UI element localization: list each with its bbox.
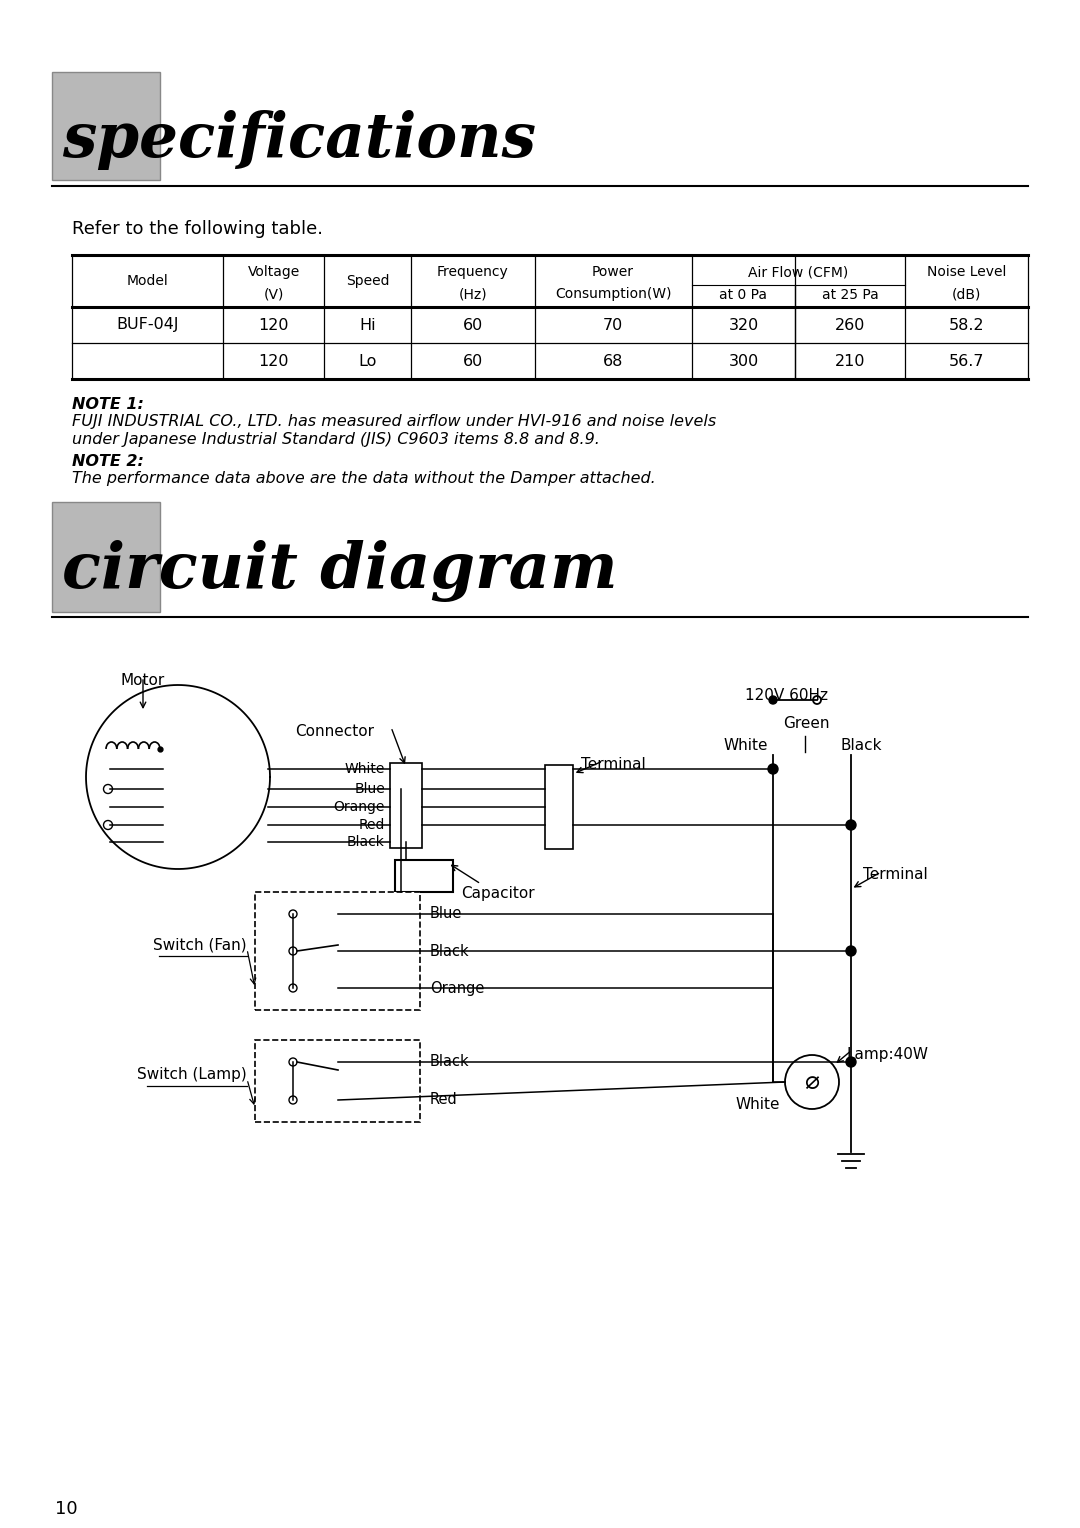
Text: White: White [735, 1097, 780, 1112]
Text: at 0 Pa: at 0 Pa [719, 287, 768, 303]
Bar [255, 892, 420, 1010]
Text: Red: Red [359, 817, 384, 833]
Text: NOTE 1:: NOTE 1: [72, 397, 144, 413]
Text: specifications: specifications [62, 110, 536, 170]
Text: Power: Power [592, 264, 634, 280]
Bar [390, 762, 422, 848]
Text: Model: Model [126, 274, 168, 287]
Text: 210: 210 [835, 353, 865, 368]
Text: under Japanese Industrial Standard (JIS) C9603 items 8.8 and 8.9.: under Japanese Industrial Standard (JIS)… [72, 432, 599, 448]
Text: Switch (Fan): Switch (Fan) [153, 938, 247, 952]
Bar [255, 1041, 420, 1122]
Text: Lamp:40W: Lamp:40W [847, 1047, 929, 1062]
Text: 120: 120 [258, 318, 289, 333]
Circle shape [769, 695, 777, 704]
Text: 68: 68 [603, 353, 623, 368]
Text: Black: Black [841, 738, 882, 753]
Text: 70: 70 [603, 318, 623, 333]
Text: Terminal: Terminal [581, 756, 646, 772]
Text: (V): (V) [264, 287, 284, 301]
Text: Refer to the following table.: Refer to the following table. [72, 220, 323, 238]
Text: Consumption(W): Consumption(W) [555, 287, 672, 301]
Circle shape [846, 821, 856, 830]
Text: Black: Black [430, 1054, 470, 1070]
Text: White: White [345, 762, 384, 776]
Circle shape [768, 764, 778, 775]
Bar [395, 860, 453, 892]
Text: at 25 Pa: at 25 Pa [822, 287, 878, 303]
Text: 56.7: 56.7 [948, 353, 984, 368]
Text: Hi: Hi [360, 318, 376, 333]
Text: Noise Level: Noise Level [927, 264, 1005, 280]
Text: FUJI INDUSTRIAL CO., LTD. has measured airflow under HVI-916 and noise levels: FUJI INDUSTRIAL CO., LTD. has measured a… [72, 414, 716, 429]
Text: Lo: Lo [359, 353, 377, 368]
Text: BUF-04J: BUF-04J [117, 318, 179, 333]
Text: 10: 10 [55, 1500, 78, 1517]
Text: circuit diagram: circuit diagram [62, 539, 618, 602]
Text: Blue: Blue [430, 906, 462, 921]
Text: 58.2: 58.2 [948, 318, 984, 333]
Text: 300: 300 [728, 353, 758, 368]
Circle shape [846, 1057, 856, 1067]
Text: 120V 60Hz: 120V 60Hz [745, 688, 828, 703]
Bar [545, 766, 573, 850]
Text: Frequency: Frequency [437, 264, 509, 280]
Bar [52, 503, 160, 613]
Text: The performance data above are the data without the Damper attached.: The performance data above are the data … [72, 471, 656, 486]
Text: 60: 60 [462, 318, 483, 333]
Text: White: White [724, 738, 768, 753]
Circle shape [846, 946, 856, 957]
Text: Capacitor: Capacitor [461, 886, 535, 902]
Text: Switch (Lamp): Switch (Lamp) [137, 1068, 247, 1082]
Text: Black: Black [347, 834, 384, 850]
Text: ⌀: ⌀ [805, 1070, 820, 1094]
Text: Red: Red [430, 1093, 458, 1108]
Text: 320: 320 [728, 318, 758, 333]
Text: Air Flow (CFM): Air Flow (CFM) [748, 264, 848, 280]
Bar [52, 72, 160, 180]
Text: 60: 60 [462, 353, 483, 368]
Text: Connector: Connector [295, 724, 374, 740]
Text: Orange: Orange [430, 981, 484, 996]
Text: Black: Black [430, 943, 470, 958]
Text: Orange: Orange [334, 801, 384, 814]
Text: Green: Green [783, 717, 829, 730]
Text: Motor: Motor [120, 672, 164, 688]
Text: Voltage: Voltage [247, 264, 300, 280]
Text: (dB): (dB) [951, 287, 981, 301]
Text: NOTE 2:: NOTE 2: [72, 454, 144, 469]
Text: 120: 120 [258, 353, 289, 368]
Text: Speed: Speed [346, 274, 390, 287]
Text: Terminal: Terminal [863, 866, 928, 882]
Text: (Hz): (Hz) [459, 287, 487, 301]
Text: 260: 260 [835, 318, 865, 333]
Text: Blue: Blue [354, 782, 384, 796]
